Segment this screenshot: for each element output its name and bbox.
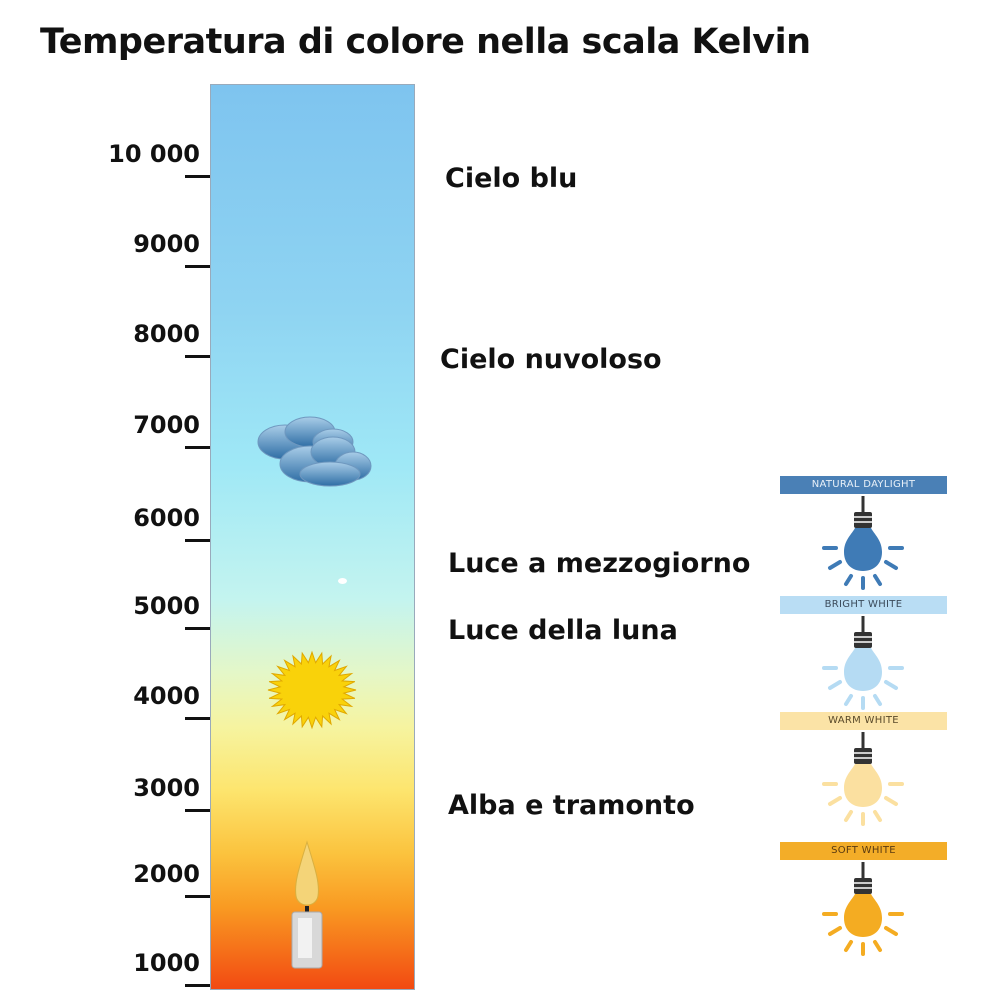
tick-mark [185, 895, 210, 898]
cloud-icon [257, 416, 372, 487]
category-blue-sky: Cielo blu [445, 163, 578, 194]
tick-label: 8000 [133, 320, 200, 348]
color-temperature-gradient-bar [210, 84, 415, 990]
tick-label: 4000 [133, 682, 200, 710]
moon-dot-icon [338, 578, 347, 584]
tick-label: 7000 [133, 411, 200, 439]
light-bulb-icon [818, 862, 908, 962]
tick-label: 3000 [133, 774, 200, 802]
tick-mark [185, 539, 210, 542]
tick-label: 9000 [133, 230, 200, 258]
tick-mark [185, 175, 210, 178]
category-cloudy-sky: Cielo nuvoloso [440, 344, 662, 375]
tick-mark [185, 984, 210, 987]
bulb-label-banner: BRIGHT WHITE [780, 596, 947, 614]
bulb-label-banner: NATURAL DAYLIGHT [780, 476, 947, 494]
light-bulb-icon [818, 496, 908, 596]
bulb-label-banner: WARM WHITE [780, 712, 947, 730]
tick-mark [185, 717, 210, 720]
candle-icon [291, 840, 323, 969]
page-title: Temperatura di colore nella scala Kelvin [40, 22, 811, 62]
tick-label: 2000 [133, 860, 200, 888]
tick-mark [185, 446, 210, 449]
category-sunrise-sunset: Alba e tramonto [448, 790, 695, 821]
tick-mark [185, 627, 210, 630]
tick-label: 5000 [133, 592, 200, 620]
light-bulb-icon [818, 732, 908, 832]
light-bulb-icon [818, 616, 908, 716]
tick-label: 1000 [133, 949, 200, 977]
sun-icon [267, 650, 357, 730]
category-noon-light: Luce a mezzogiorno [448, 548, 751, 579]
tick-mark [185, 809, 210, 812]
tick-mark [185, 265, 210, 268]
tick-label: 10 000 [108, 140, 200, 168]
bulb-label-banner: SOFT WHITE [780, 842, 947, 860]
category-moonlight: Luce della luna [448, 615, 678, 646]
tick-label: 6000 [133, 504, 200, 532]
tick-mark [185, 355, 210, 358]
